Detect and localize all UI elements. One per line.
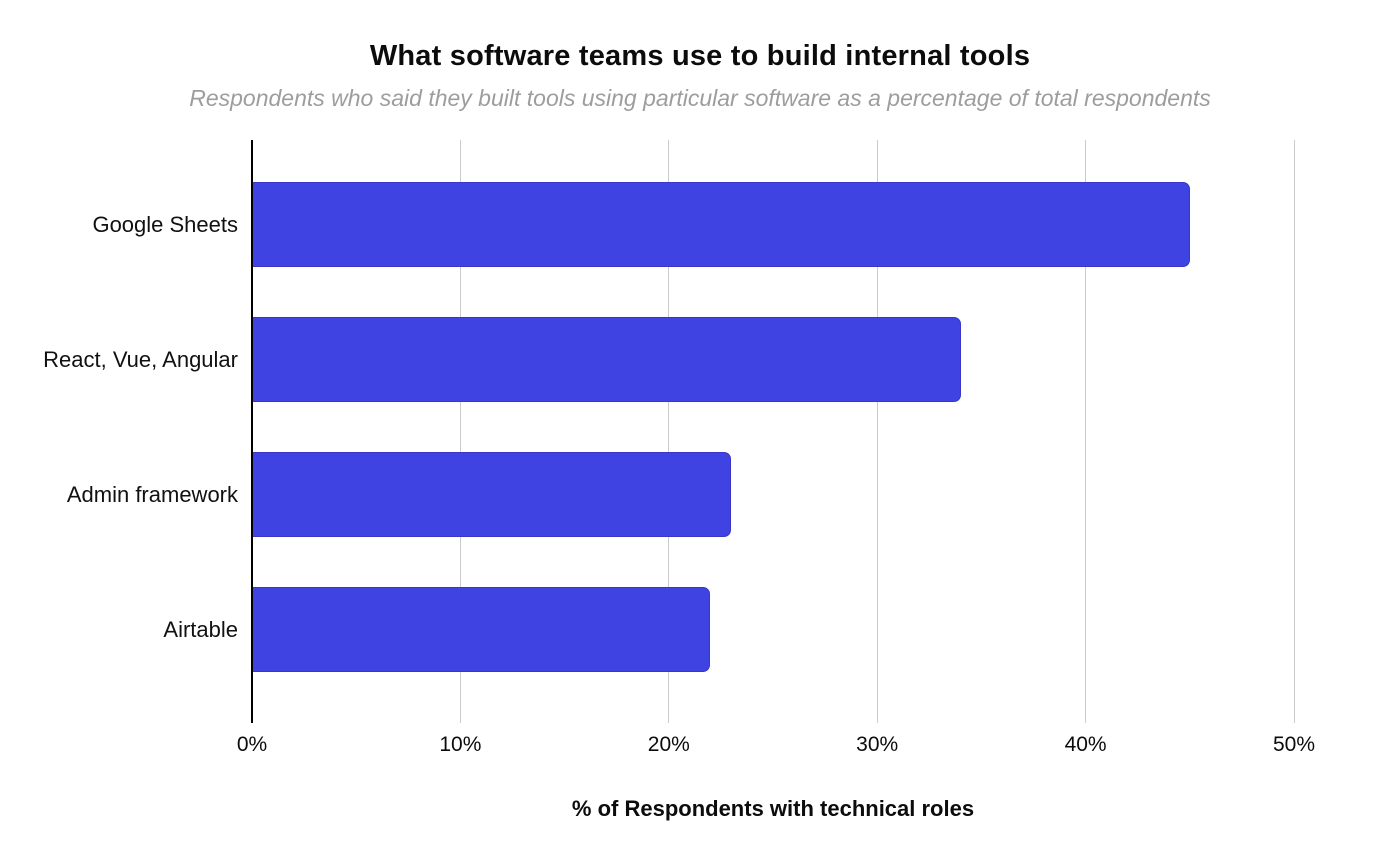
gridline-10pct <box>459 140 461 723</box>
x-tick-label-40pct: 40% <box>1064 733 1107 756</box>
category-label-admin-framework: Admin framework <box>66 482 238 507</box>
x-tick-label-20pct: 20% <box>647 733 690 756</box>
gridline-40pct <box>1085 140 1087 723</box>
bar-admin-framework[interactable] <box>252 452 732 537</box>
x-axis-title: % of Respondents with technical roles <box>571 796 975 821</box>
bar-airtable[interactable] <box>252 587 711 672</box>
gridline-50pct <box>1293 140 1295 723</box>
chart-subtitle: Respondents who said they built tools us… <box>189 85 1211 111</box>
category-label-react-vue-angular: React, Vue, Angular <box>43 347 238 372</box>
x-tick-label-50pct: 50% <box>1272 733 1316 756</box>
gridline-20pct <box>668 140 670 723</box>
chart-title: What software teams use to build interna… <box>369 40 1031 72</box>
gridline-30pct <box>876 140 878 723</box>
x-tick-label-30pct: 30% <box>856 733 899 756</box>
plot-area <box>251 140 1295 723</box>
x-tick-label-0pct: 0% <box>236 733 268 756</box>
x-tick-label-10pct: 10% <box>439 733 482 756</box>
category-label-google-sheets: Google Sheets <box>92 212 238 237</box>
category-label-airtable: Airtable <box>163 617 238 642</box>
bar-google-sheets[interactable] <box>252 182 1190 267</box>
y-axis-line <box>251 140 253 723</box>
bar-react-vue-angular[interactable] <box>252 317 961 402</box>
